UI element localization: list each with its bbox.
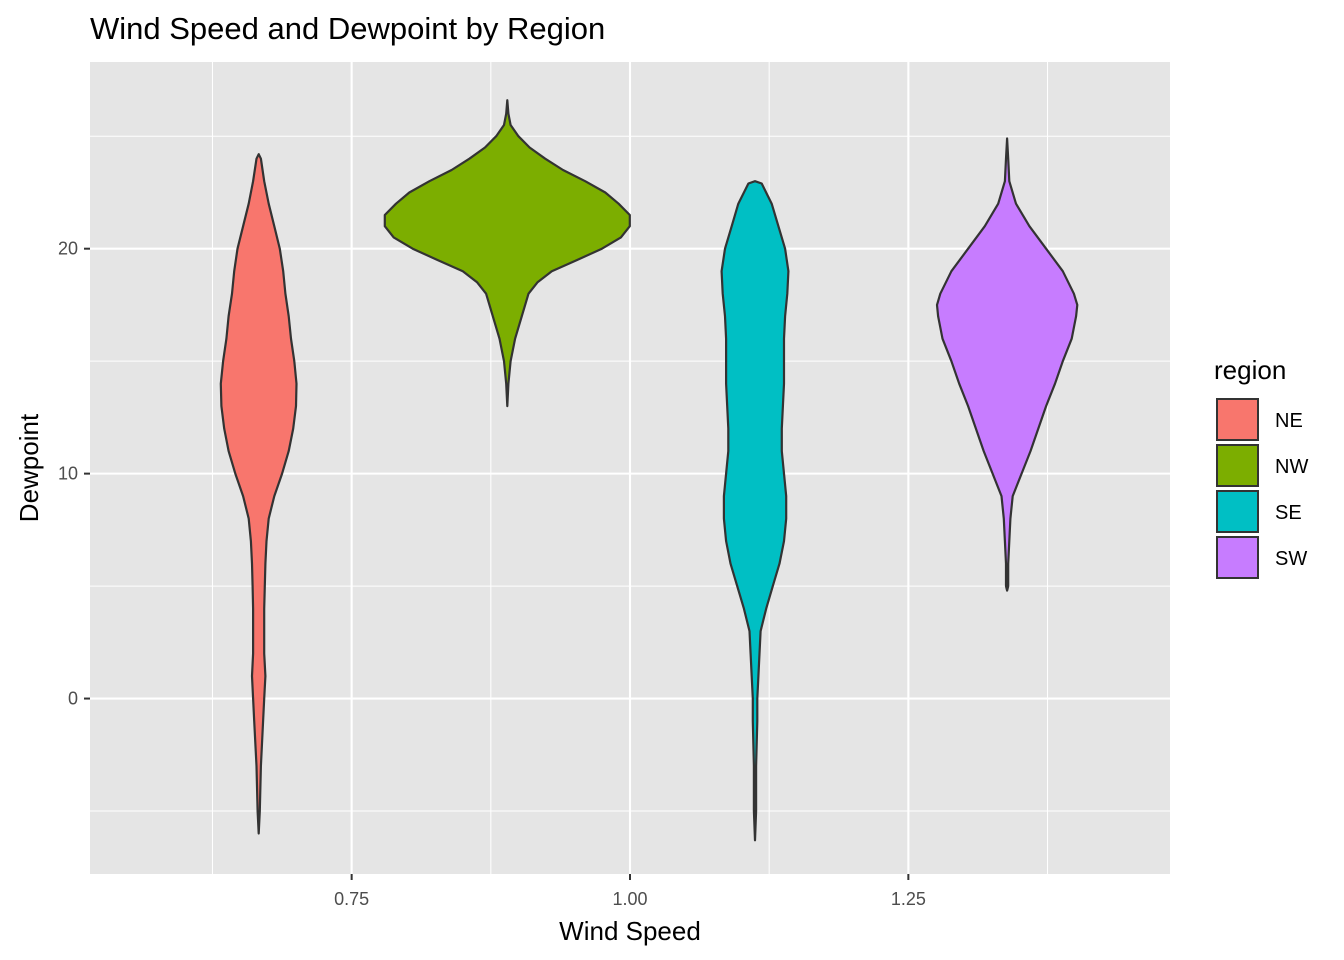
violin-nw [383,99,631,408]
legend-label-nw: NW [1275,456,1308,478]
y-axis-title: Dewpoint [14,413,44,522]
violin-ne [219,153,298,835]
axes: 0 10 20 0.75 1.00 1.25 [58,239,926,909]
y-tick-label: 0 [68,689,78,709]
x-axis-title: Wind Speed [559,916,701,946]
legend-key-sw [1216,536,1259,579]
legend-label-sw: SW [1275,548,1307,570]
x-tick-label: 1.00 [612,889,647,909]
x-tick-label: 0.75 [334,889,369,909]
legend-label-ne: NE [1275,410,1303,432]
chart-title: Wind Speed and Dewpoint by Region [90,11,605,46]
legend-label-se: SE [1275,502,1302,524]
legend-title: region [1214,355,1286,385]
legend-key-se [1216,490,1259,533]
x-tick-label: 1.25 [891,889,926,909]
y-tick-label: 10 [58,464,78,484]
violin-se [720,180,790,842]
legend: region NE NW SE SW [1214,355,1308,579]
violin-sw [935,137,1079,592]
violins [219,99,1079,842]
y-tick-label: 20 [58,239,78,259]
legend-key-nw [1216,444,1259,487]
legend-key-ne [1216,398,1259,441]
